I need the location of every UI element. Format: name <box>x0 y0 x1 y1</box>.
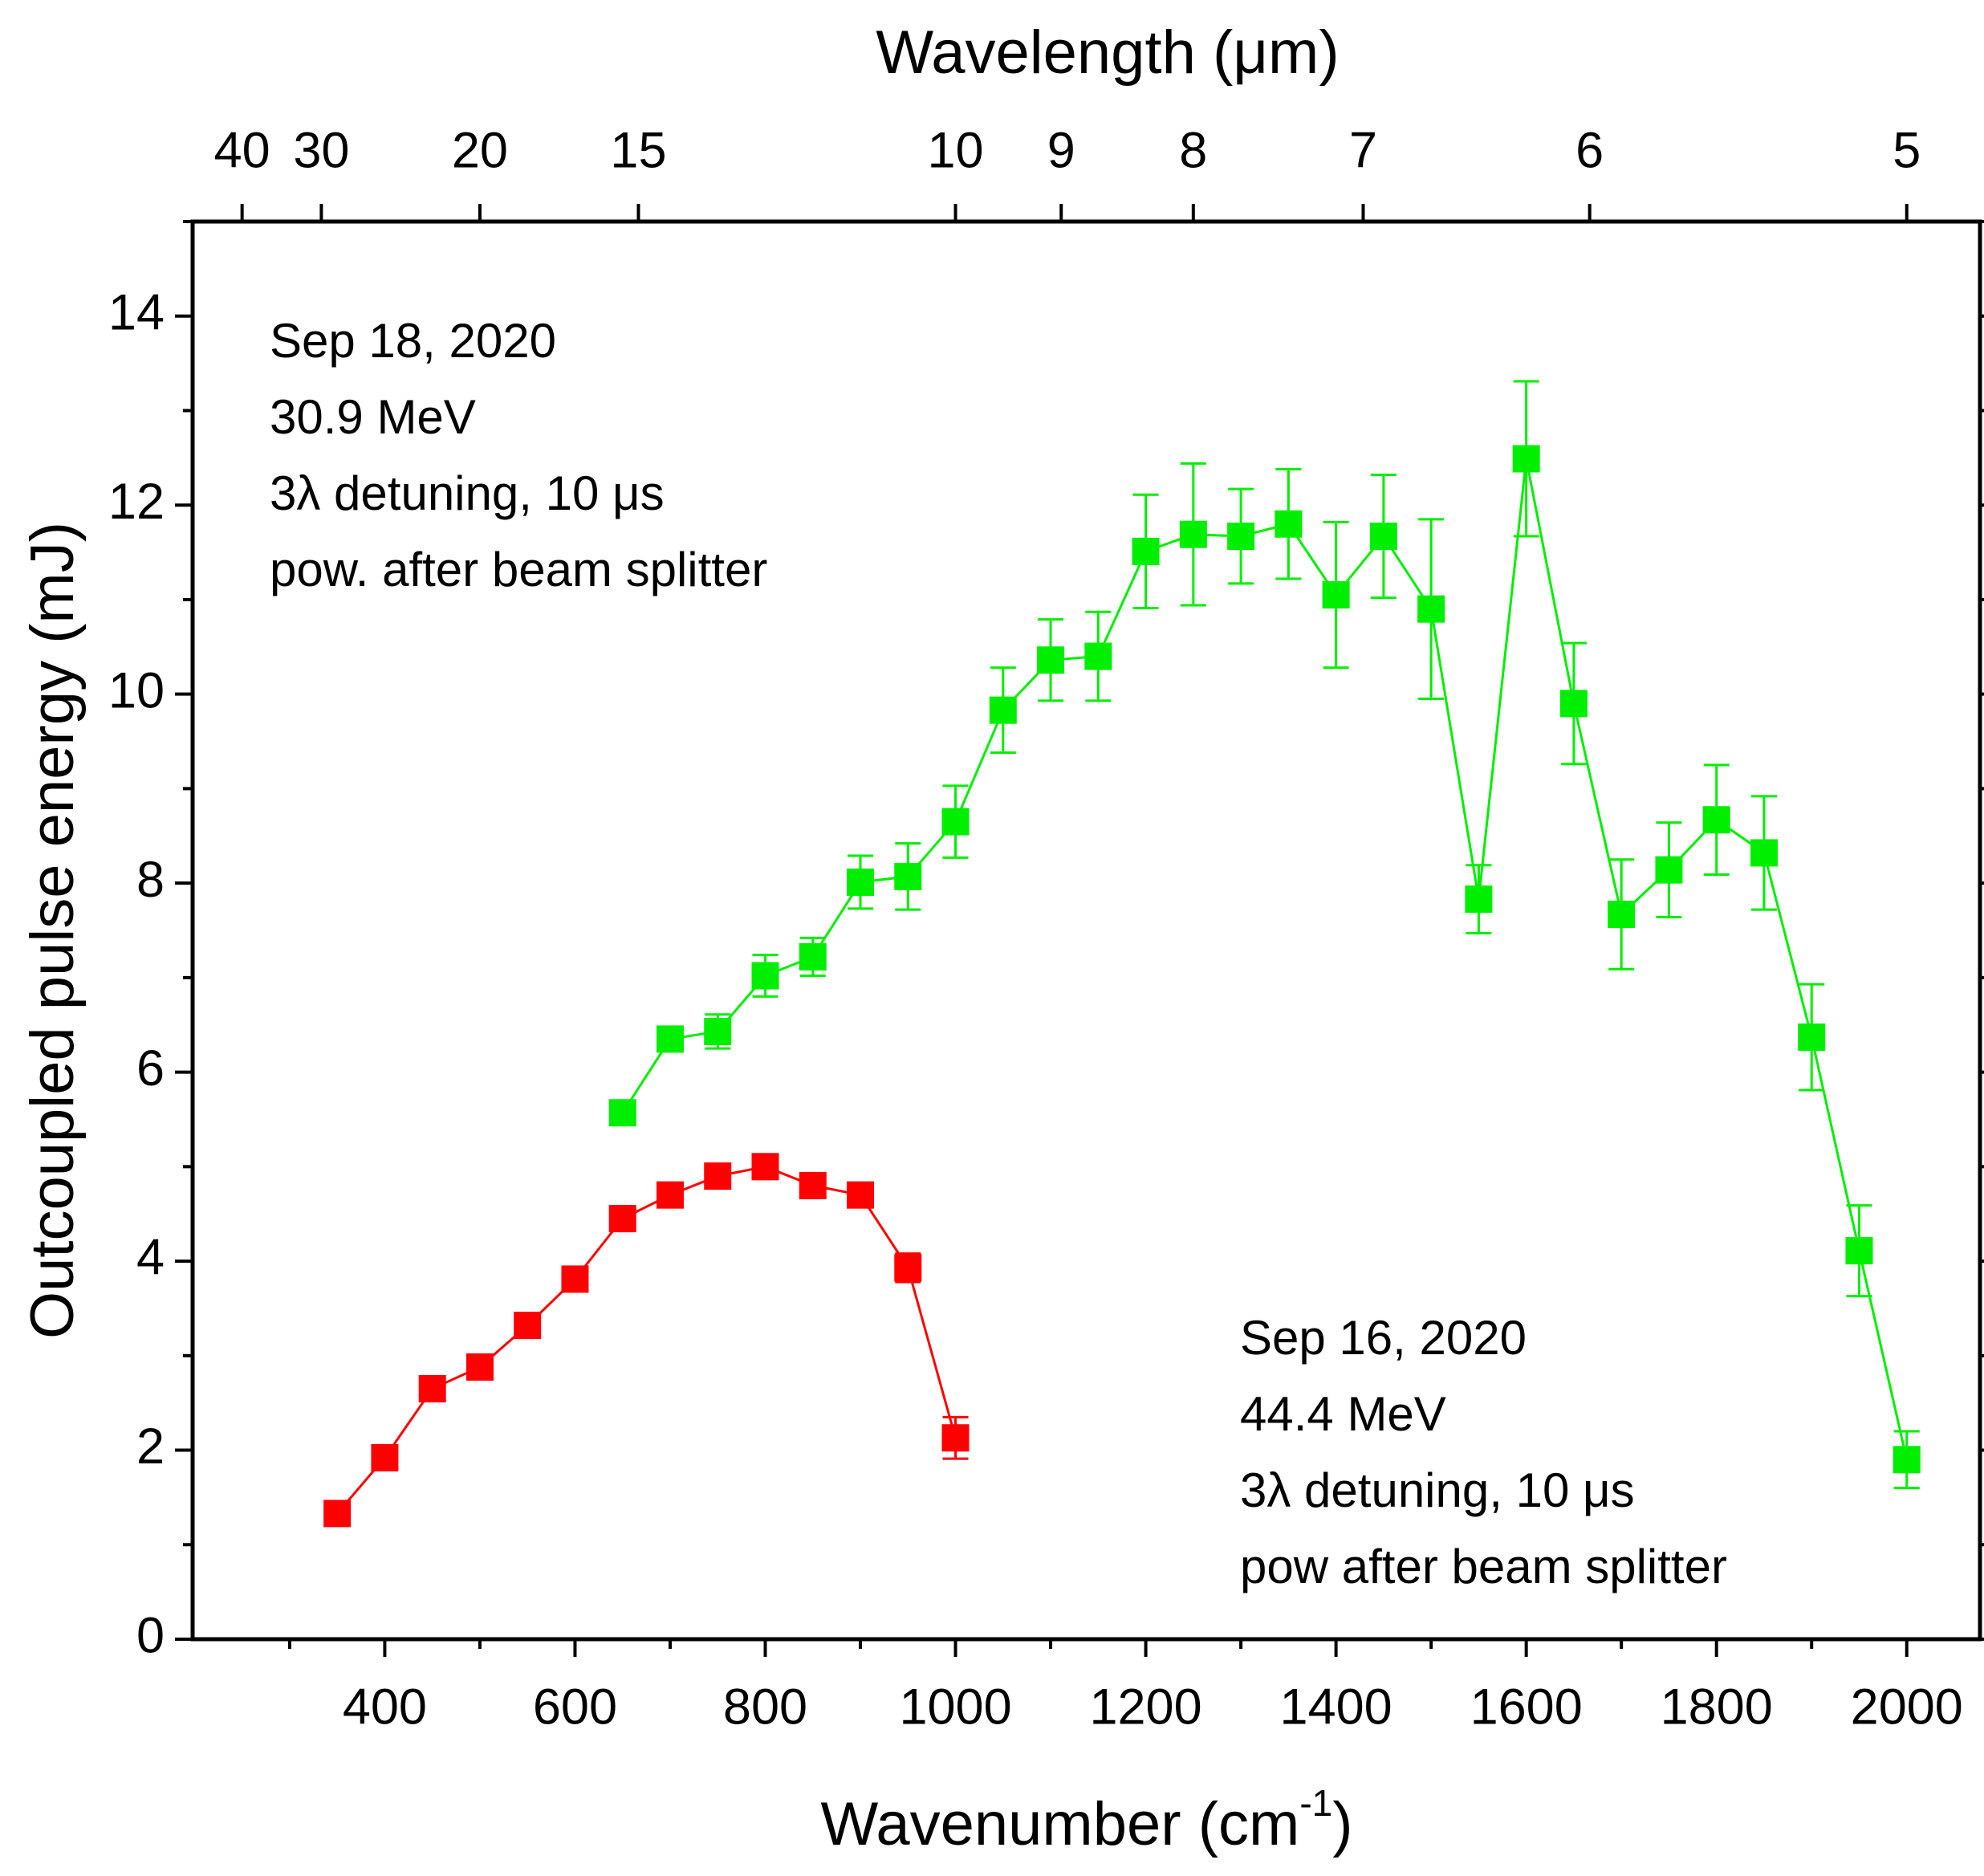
x2-tick-label: 15 <box>610 123 666 179</box>
marker <box>656 1181 684 1209</box>
x-tick-label: 600 <box>533 1679 617 1736</box>
x2-tick-label: 40 <box>214 123 270 179</box>
marker <box>1227 523 1255 551</box>
marker <box>1417 595 1445 623</box>
marker <box>1702 806 1730 834</box>
x-axis-title-sup: -1 <box>1299 1782 1332 1824</box>
x2-tick-label: 5 <box>1893 123 1921 179</box>
x2-axis-title: Wavelength (μm) <box>876 18 1339 87</box>
annotation: 30.9 MeV <box>270 390 476 444</box>
marker <box>941 808 970 836</box>
x-axis-title-main: Wavenumber (cm <box>820 1790 1299 1858</box>
annotation: 3λ detuning, 10 μs <box>1240 1463 1635 1517</box>
x2-tick-label: 7 <box>1349 123 1377 179</box>
x-tick-label: 400 <box>343 1679 427 1736</box>
annotation: 3λ detuning, 10 μs <box>270 466 665 520</box>
annotation: Sep 16, 2020 <box>1240 1311 1527 1365</box>
marker <box>1369 523 1397 551</box>
marker <box>799 1171 827 1199</box>
marker <box>466 1353 494 1381</box>
x-tick-label: 1800 <box>1661 1679 1773 1736</box>
y-tick-label: 10 <box>108 662 165 718</box>
marker <box>1559 690 1588 718</box>
marker <box>1655 856 1683 884</box>
series-line <box>336 1165 957 1515</box>
marker <box>1465 885 1493 914</box>
y-tick-label: 8 <box>136 852 165 908</box>
annotation: pow. after beam splitter <box>270 543 767 596</box>
x-tick-label: 1400 <box>1280 1679 1392 1736</box>
marker <box>1798 1023 1826 1052</box>
marker <box>514 1312 542 1340</box>
marker <box>847 1181 875 1209</box>
marker <box>323 1500 352 1528</box>
plot-frame <box>190 219 1982 1642</box>
marker <box>751 1153 779 1181</box>
marker <box>751 962 779 990</box>
x-tick-label: 2000 <box>1851 1679 1963 1736</box>
y-tick-label: 2 <box>136 1418 165 1475</box>
marker <box>704 1017 732 1045</box>
marker <box>1608 900 1636 928</box>
x-tick-label: 1200 <box>1089 1679 1201 1736</box>
marker <box>989 696 1017 724</box>
y-tick-label: 4 <box>136 1230 165 1286</box>
x2-tick-label: 20 <box>452 123 508 179</box>
y-tick-label: 14 <box>108 284 165 340</box>
marker <box>1084 642 1112 670</box>
marker <box>1893 1446 1921 1474</box>
y-axis-title: Outcoupled pulse energy (mJ) <box>18 522 87 1339</box>
x2-tick-label: 30 <box>293 123 349 179</box>
y-tick-label: 0 <box>136 1608 165 1664</box>
x2-tick-label: 9 <box>1047 123 1075 179</box>
x-axis-title-tail: ) <box>1332 1790 1352 1858</box>
marker <box>894 862 922 890</box>
x2-tick-label: 6 <box>1575 123 1604 179</box>
annotation: pow after beam splitter <box>1240 1540 1727 1593</box>
x2-tick-label: 10 <box>927 123 983 179</box>
marker <box>561 1265 589 1293</box>
series-line <box>621 458 1909 1460</box>
annotation: Sep 18, 2020 <box>270 314 556 368</box>
y-tick-label: 12 <box>108 474 165 530</box>
marker <box>418 1375 446 1403</box>
marker <box>1750 839 1778 867</box>
marker <box>894 1254 922 1282</box>
y-tick-label: 6 <box>136 1040 165 1097</box>
marker <box>371 1443 399 1471</box>
x-tick-label: 800 <box>723 1679 807 1736</box>
marker <box>1132 537 1160 565</box>
x-axis-title: Wavenumber (cm-1) <box>820 1782 1352 1858</box>
marker <box>1179 520 1207 548</box>
annotation: 44.4 MeV <box>1240 1387 1446 1441</box>
marker <box>608 1205 636 1233</box>
marker <box>608 1099 636 1127</box>
marker <box>1037 646 1065 674</box>
marker <box>799 942 827 971</box>
marker <box>656 1025 684 1053</box>
marker <box>1275 510 1303 538</box>
marker <box>847 868 875 896</box>
x2-tick-label: 8 <box>1179 123 1207 179</box>
x-tick-label: 1600 <box>1470 1679 1583 1736</box>
marker <box>941 1424 970 1452</box>
marker <box>1512 445 1540 473</box>
x-tick-label: 1000 <box>899 1679 1011 1736</box>
marker <box>1322 581 1350 609</box>
marker <box>704 1162 732 1190</box>
marker <box>1845 1237 1873 1265</box>
